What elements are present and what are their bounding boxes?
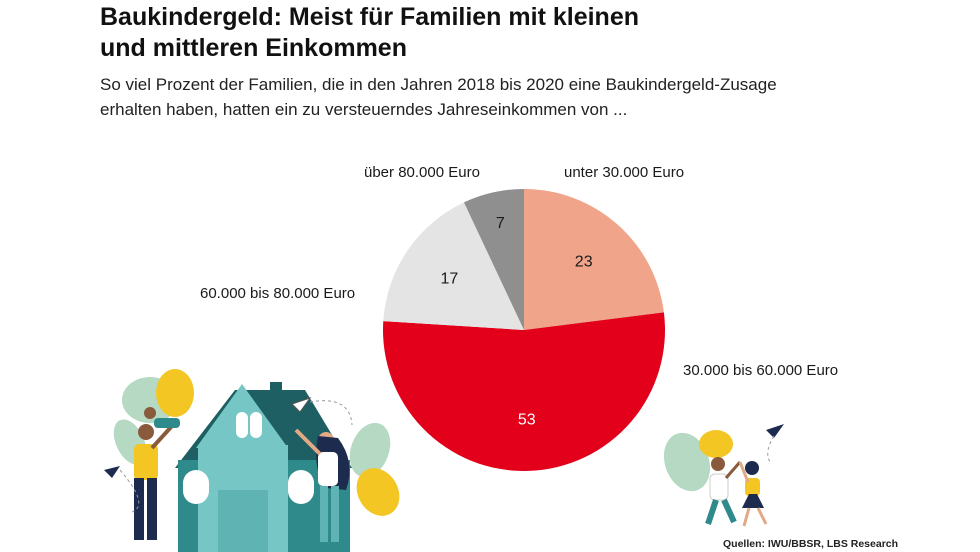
subtitle-line-1: So viel Prozent der Familien, die in den… [100, 75, 777, 94]
paper-plane-icon [104, 397, 353, 513]
value-label-unter-30000: 23 [575, 254, 593, 271]
chart-subtitle: So viel Prozent der Familien, die in den… [100, 72, 860, 122]
title-line-2: und mittleren Einkommen [100, 34, 407, 62]
pie-value-labels: 23 53 17 7 [441, 215, 593, 428]
family-house-illustration [104, 369, 400, 552]
pie-slices [383, 189, 666, 472]
father-figure-icon [134, 407, 180, 540]
value-label-60000-80000: 17 [441, 271, 459, 288]
chart-title: Baukindergeld: Meist für Familien mit kl… [100, 2, 800, 64]
pie-slice-ueber-80000 [463, 189, 524, 330]
pie-slice-30000-60000 [383, 312, 666, 472]
leaf-icon [663, 430, 733, 492]
subtitle-line-2: erhalten haben, hatten ein zu versteuern… [100, 100, 628, 119]
children-playing-illustration [663, 424, 784, 527]
category-label-30000-60000: 30.000 bis 60.000 Euro [683, 362, 838, 379]
category-label-unter-30000: unter 30.000 Euro [564, 164, 684, 181]
girl-figure-icon [738, 461, 768, 527]
source-note: Quellen: IWU/BBSR, LBS Research [723, 538, 899, 550]
value-label-30000-60000: 53 [518, 411, 536, 428]
category-label-60000-80000: 60.000 bis 80.000 Euro [200, 285, 355, 302]
value-label-ueber-80000: 7 [496, 215, 505, 232]
pie-slice-unter-30000 [524, 189, 664, 330]
paper-plane-icon [766, 424, 784, 463]
pie-slice-60000-80000 [383, 202, 524, 330]
category-label-ueber-80000: über 80.000 Euro [364, 164, 480, 181]
title-line-1: Baukindergeld: Meist für Familien mit kl… [100, 3, 639, 31]
boy-figure-icon [705, 457, 742, 525]
mother-figure-icon [294, 428, 350, 542]
